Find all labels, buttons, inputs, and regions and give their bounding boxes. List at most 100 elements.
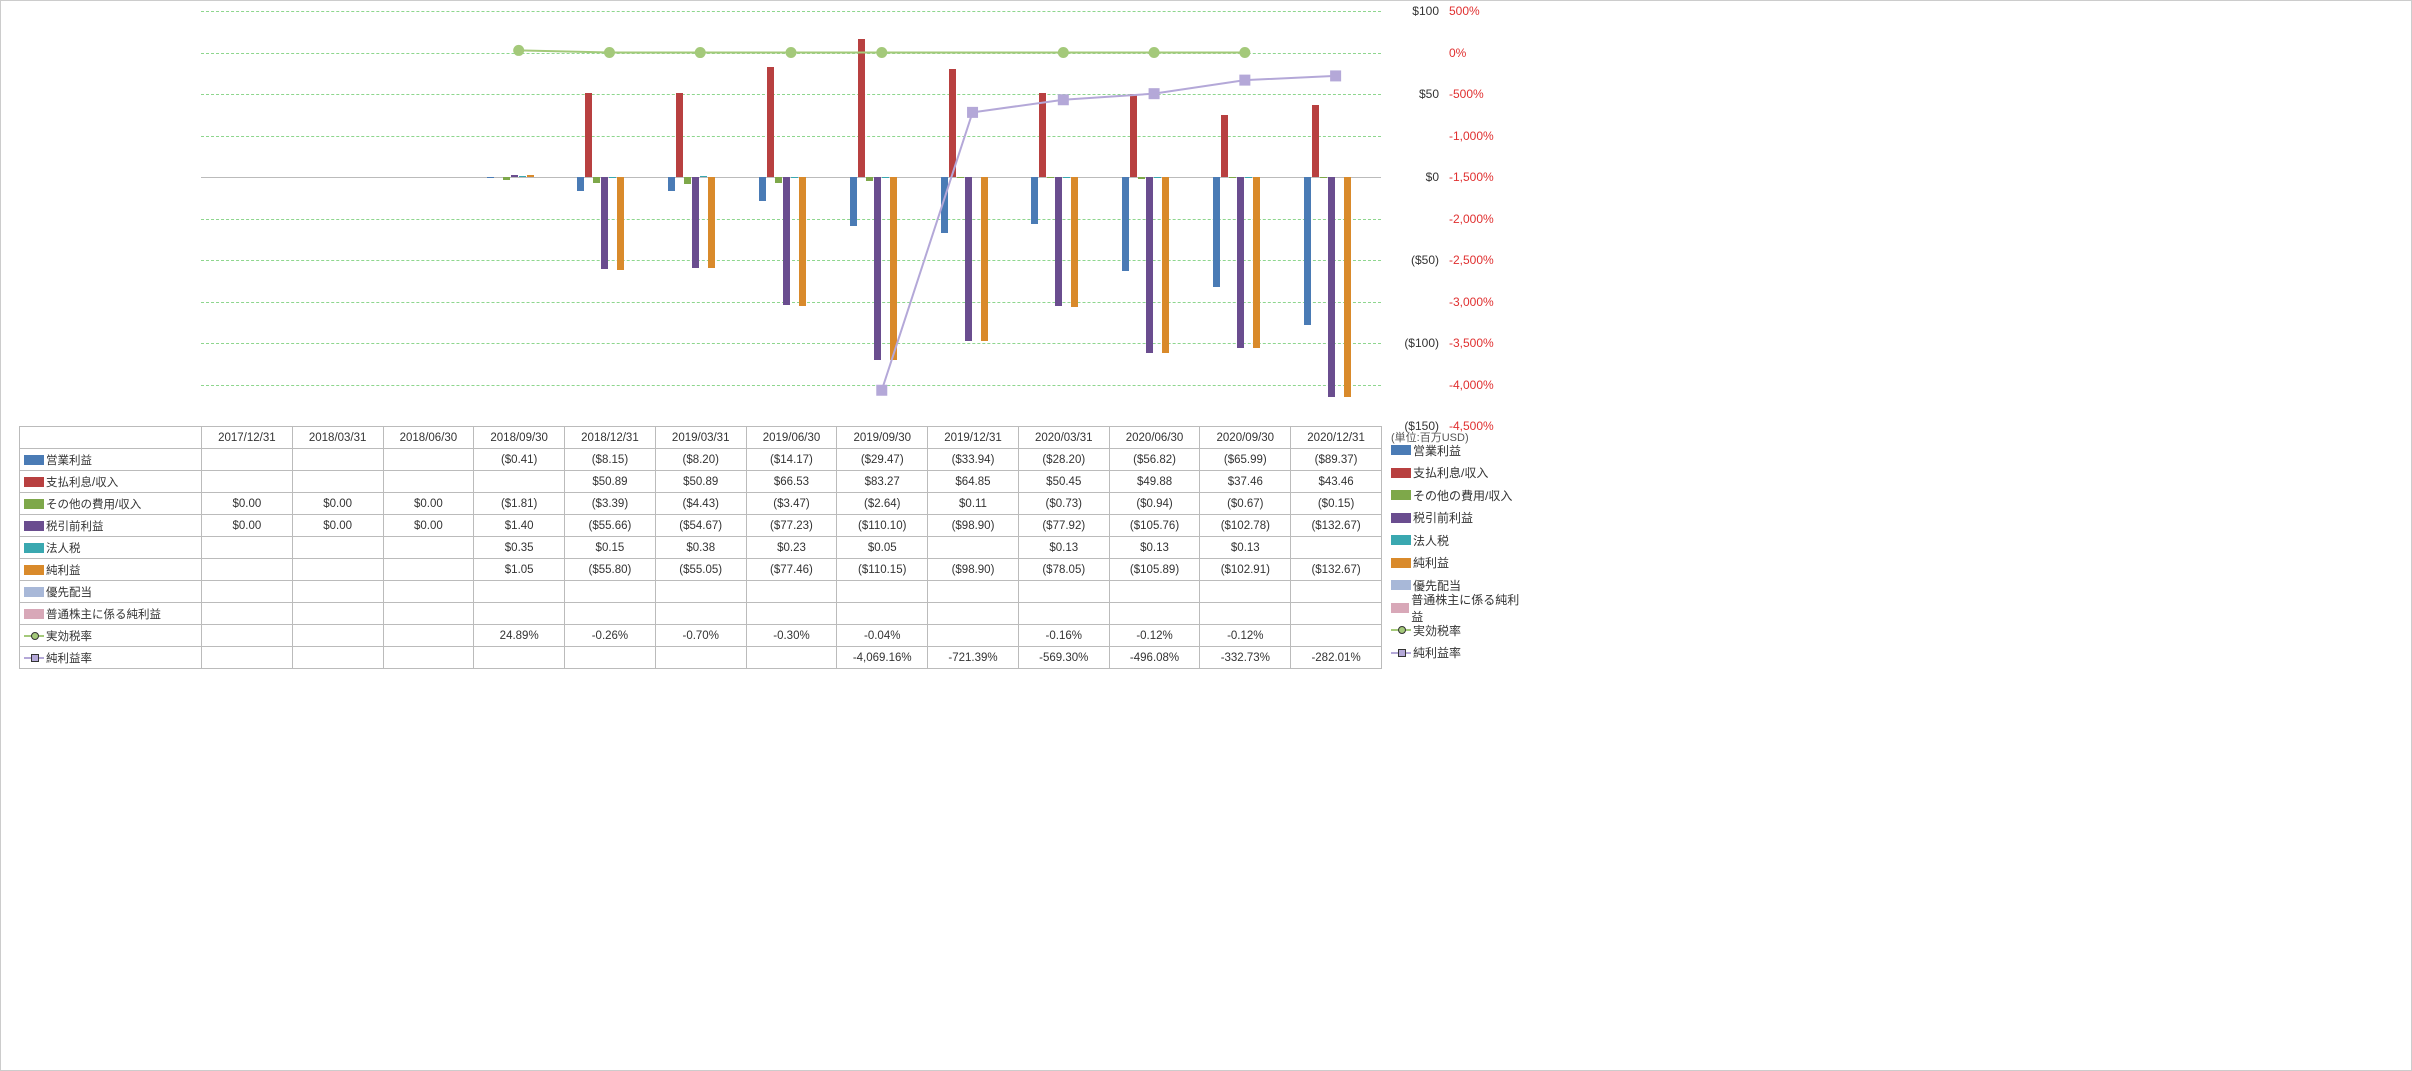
legend-label: 営業利益 [1413, 442, 1461, 459]
data-cell [292, 449, 383, 471]
y-left-tick: $50 [1389, 87, 1439, 101]
data-cell: ($3.39) [565, 493, 656, 515]
legend-swatch-icon [1391, 558, 1411, 568]
marker-eff_tax [604, 48, 614, 58]
marker-eff_tax [1149, 48, 1159, 58]
data-table-area: 2017/12/312018/03/312018/06/302018/09/30… [19, 426, 1381, 669]
row-label-text: 実効税率 [46, 631, 92, 643]
period-header: 2018/03/31 [292, 427, 383, 449]
data-cell: ($55.80) [565, 559, 656, 581]
marker-net_margin [1058, 95, 1068, 105]
data-cell [746, 647, 837, 669]
data-cell: $66.53 [746, 471, 837, 493]
data-cell [292, 537, 383, 559]
row-label-text: 支払利息/収入 [46, 477, 118, 489]
data-cell: ($8.20) [655, 449, 746, 471]
legend-item-common: 普通株主に係る純利益 [1391, 597, 1521, 620]
data-cell [1291, 581, 1382, 603]
period-header: 2018/12/31 [565, 427, 656, 449]
legend-item-tax: 法人税 [1391, 529, 1521, 552]
data-cell [928, 603, 1019, 625]
data-cell: ($98.90) [928, 515, 1019, 537]
data-cell: ($132.67) [1291, 559, 1382, 581]
data-cell [1109, 581, 1200, 603]
marker-net_margin [1331, 71, 1341, 81]
data-cell: -282.01% [1291, 647, 1382, 669]
legend-swatch-icon [24, 657, 44, 659]
data-cell: ($55.66) [565, 515, 656, 537]
data-cell: $0.23 [746, 537, 837, 559]
right-legend: 営業利益支払利息/収入その他の費用/収入税引前利益法人税純利益優先配当普通株主に… [1391, 439, 1521, 664]
data-cell: -569.30% [1018, 647, 1109, 669]
table-row: 優先配当 [20, 581, 1382, 603]
row-label-text: 純利益 [46, 565, 81, 577]
data-cell: -332.73% [1200, 647, 1291, 669]
data-cell [1200, 603, 1291, 625]
data-cell [474, 647, 565, 669]
marker-net_margin [968, 107, 978, 117]
period-header: 2020/03/31 [1018, 427, 1109, 449]
data-cell [655, 647, 746, 669]
data-cell [837, 581, 928, 603]
legend-swatch-icon [1391, 603, 1409, 613]
legend-swatch-icon [24, 587, 44, 597]
legend-swatch-icon [1391, 580, 1411, 590]
row-label-text: 純利益率 [46, 653, 92, 665]
data-cell: ($98.90) [928, 559, 1019, 581]
data-cell: $0.11 [928, 493, 1019, 515]
marker-eff_tax [786, 48, 796, 58]
data-cell: $37.46 [1200, 471, 1291, 493]
data-cell: $50.45 [1018, 471, 1109, 493]
data-cell [292, 471, 383, 493]
marker-net_margin [1149, 89, 1159, 99]
data-cell: -0.12% [1200, 625, 1291, 647]
data-cell: $0.15 [565, 537, 656, 559]
data-cell [1291, 625, 1382, 647]
data-cell: ($0.41) [474, 449, 565, 471]
y-right-tick: -2,000% [1449, 212, 1509, 226]
data-cell [202, 647, 293, 669]
legend-item-interest: 支払利息/収入 [1391, 462, 1521, 485]
data-cell: ($0.73) [1018, 493, 1109, 515]
legend-swatch-icon [24, 499, 44, 509]
data-cell: $0.13 [1018, 537, 1109, 559]
legend-swatch-icon [1391, 513, 1411, 523]
data-cell: ($4.43) [655, 493, 746, 515]
data-cell: ($8.15) [565, 449, 656, 471]
data-cell: ($0.15) [1291, 493, 1382, 515]
legend-label: 法人税 [1413, 532, 1449, 549]
data-cell: ($89.37) [1291, 449, 1382, 471]
legend-swatch-icon [1391, 629, 1411, 631]
data-cell: $0.00 [292, 515, 383, 537]
data-cell: -0.30% [746, 625, 837, 647]
data-cell [383, 625, 474, 647]
data-cell [292, 625, 383, 647]
table-row: 純利益$1.05($55.80)($55.05)($77.46)($110.15… [20, 559, 1382, 581]
y-axis-right: 500%0%-500%-1,000%-1,500%-2,000%-2,500%-… [1449, 11, 1509, 426]
legend-swatch-icon [24, 477, 44, 487]
period-header: 2020/06/30 [1109, 427, 1200, 449]
data-cell [202, 603, 293, 625]
period-header: 2020/12/31 [1291, 427, 1382, 449]
data-cell [565, 581, 656, 603]
data-cell: -0.26% [565, 625, 656, 647]
marker-eff_tax [1240, 48, 1250, 58]
marker-net_margin [1240, 75, 1250, 85]
data-cell [928, 581, 1019, 603]
row-label-text: 法人税 [46, 543, 81, 555]
data-cell [202, 581, 293, 603]
data-cell [655, 581, 746, 603]
data-cell [383, 581, 474, 603]
y-right-tick: -3,000% [1449, 295, 1509, 309]
data-cell [474, 603, 565, 625]
y-right-tick: 0% [1449, 46, 1509, 60]
y-left-tick: $0 [1389, 170, 1439, 184]
data-cell: ($110.15) [837, 559, 928, 581]
legend-label: その他の費用/収入 [1413, 487, 1512, 504]
data-cell [928, 537, 1019, 559]
chart-container: $100$50$0($50)($100)($150) 500%0%-500%-1… [0, 0, 2412, 1071]
data-cell: ($77.23) [746, 515, 837, 537]
data-cell [383, 449, 474, 471]
data-cell [474, 581, 565, 603]
data-cell [1200, 581, 1291, 603]
